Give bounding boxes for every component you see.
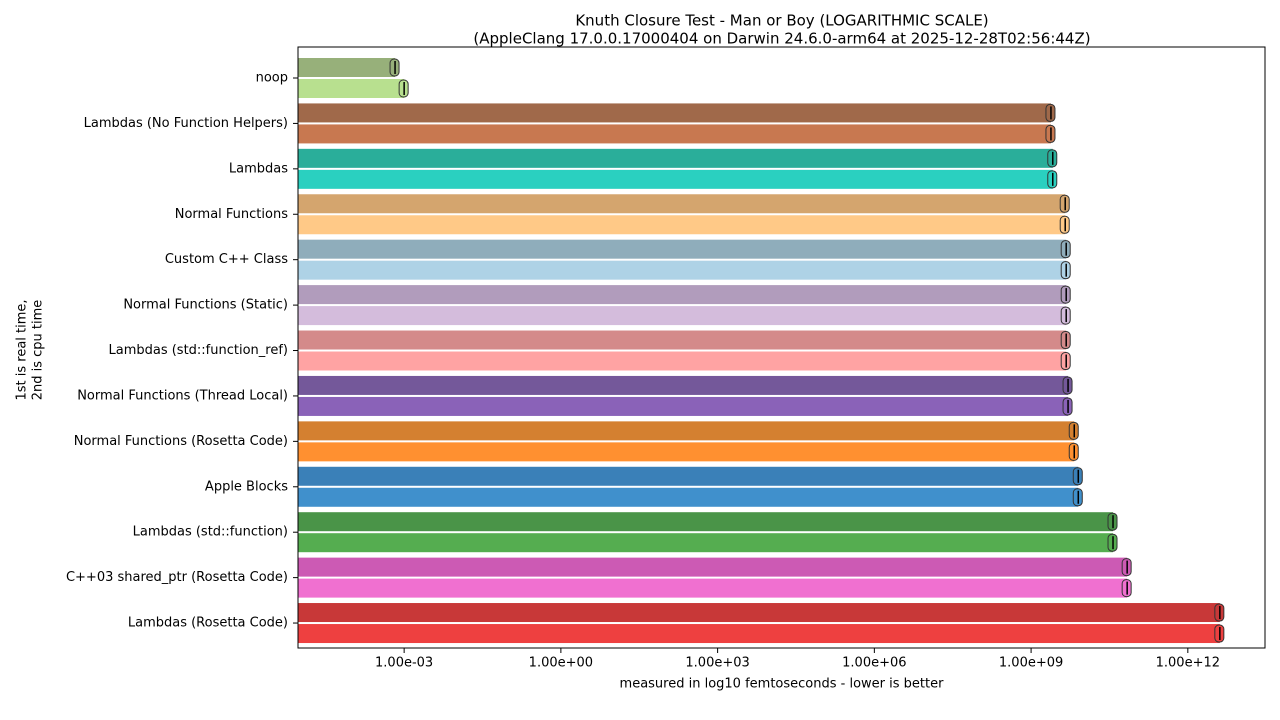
x-tick-label: 1.00e+06 bbox=[842, 656, 906, 671]
y-axis-label-line: 2nd is cpu time bbox=[31, 300, 46, 401]
x-tick-label: 1.00e+03 bbox=[685, 656, 749, 671]
bar bbox=[298, 330, 1067, 350]
bar bbox=[298, 396, 1069, 416]
bar bbox=[298, 58, 396, 77]
y-tick-label: Lambdas (std::function) bbox=[133, 525, 288, 540]
y-tick-label: Normal Functions (Thread Local) bbox=[77, 388, 288, 403]
y-axis-label: 1st is real time, 2nd is cpu time bbox=[15, 299, 46, 400]
bar bbox=[298, 557, 1128, 577]
x-tick-label: 1.00e-03 bbox=[375, 656, 433, 671]
bar bbox=[298, 239, 1067, 259]
x-axis-label: measured in log10 femtoseconds - lower i… bbox=[620, 677, 945, 692]
x-tick-label: 1.00e+09 bbox=[999, 656, 1063, 671]
bar bbox=[298, 466, 1079, 486]
x-tick-label: 1.00e+00 bbox=[529, 656, 593, 671]
bar bbox=[298, 148, 1053, 168]
bar bbox=[298, 124, 1051, 144]
y-tick-label: noop bbox=[256, 71, 288, 86]
y-tick-label: Normal Functions bbox=[175, 207, 288, 222]
bar bbox=[298, 578, 1128, 598]
plot-frame bbox=[297, 46, 1266, 649]
bar bbox=[298, 533, 1114, 553]
y-tick-label: Lambdas (std::function_ref) bbox=[108, 343, 288, 358]
bar bbox=[298, 421, 1075, 441]
y-tick-label: C++03 shared_ptr (Rosetta Code) bbox=[66, 570, 288, 585]
y-tick-label: Lambdas bbox=[229, 161, 288, 176]
bar bbox=[298, 169, 1053, 189]
bar bbox=[298, 285, 1067, 305]
bar bbox=[298, 215, 1066, 235]
chart-title: Knuth Closure Test - Man or Boy (LOGARIT… bbox=[575, 12, 988, 30]
bar bbox=[298, 260, 1067, 280]
bar bbox=[298, 603, 1220, 623]
y-tick-label: Normal Functions (Rosetta Code) bbox=[74, 434, 288, 449]
bar bbox=[298, 79, 405, 98]
bar bbox=[298, 624, 1220, 644]
y-axis-label-line: 1st is real time, bbox=[15, 299, 30, 400]
bar bbox=[298, 487, 1079, 507]
y-tick-label: Custom C++ Class bbox=[165, 252, 288, 267]
x-tick-label: 1.00e+12 bbox=[1156, 656, 1220, 671]
bar bbox=[298, 442, 1075, 462]
y-tick-label: Lambdas (No Function Helpers) bbox=[84, 116, 288, 131]
bar bbox=[298, 306, 1067, 326]
bar bbox=[298, 512, 1114, 532]
y-tick-label: Normal Functions (Static) bbox=[123, 298, 288, 313]
bar bbox=[298, 103, 1051, 123]
bar bbox=[298, 375, 1069, 395]
y-tick-label: Apple Blocks bbox=[205, 479, 288, 494]
bar bbox=[298, 194, 1066, 214]
bar bbox=[298, 351, 1067, 371]
chart-title: (AppleClang 17.0.0.17000404 on Darwin 24… bbox=[473, 30, 1090, 48]
y-tick-label: Lambdas (Rosetta Code) bbox=[128, 616, 288, 631]
